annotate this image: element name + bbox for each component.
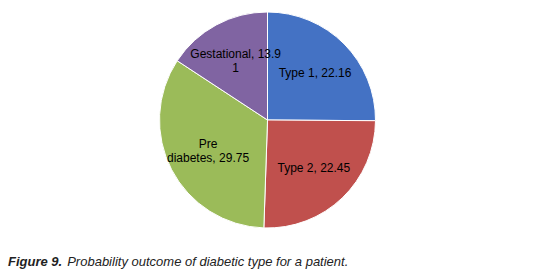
slice-label-line: Type 1, 22.16 [279,66,352,80]
slice-label: Gestational, 13.91 [190,47,281,75]
slices [159,12,375,228]
pie-slice [268,12,376,121]
slice-label-line: diabetes, 29.75 [167,151,249,165]
pie-slice [177,12,267,120]
slice-label-line: Gestational, 13.9 [190,47,281,61]
chart-container: Type 1, 22.16 Type 2, 22.45 Prediabetes, 2… [0,0,535,278]
slice-label-line: Pre [199,137,218,151]
slice-label-line: Type 2, 22.45 [278,161,351,175]
caption-label: Figure 9. [8,254,62,269]
caption-text: Probability outcome of diabetic type for… [67,254,348,269]
chart-svg: Type 1, 22.16 Type 2, 22.45 Prediabetes, 2… [0,0,535,278]
slice-label-line: 1 [232,61,239,75]
slice-label: Type 2, 22.45 [278,161,351,175]
slice-label: Prediabetes, 29.75 [167,137,249,165]
slice-label: Type 1, 22.16 [279,66,352,80]
caption: Figure 9. Probability outcome of diabetic… [8,254,348,269]
pie-slice [264,120,376,228]
slice-labels: Type 1, 22.16 Type 2, 22.45 Prediabetes, 2… [167,47,352,175]
background [0,0,535,278]
